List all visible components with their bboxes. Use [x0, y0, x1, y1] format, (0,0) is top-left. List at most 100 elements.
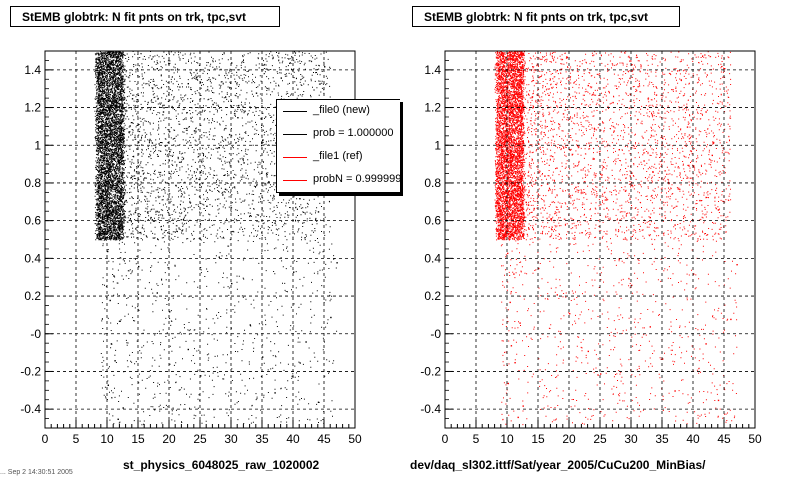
scatter-point — [156, 292, 158, 294]
legend-label: _file1 (ref) — [313, 150, 363, 162]
legend-swatch-red — [283, 180, 307, 181]
scatter-point — [224, 188, 227, 190]
y-tick-label: 1 — [34, 138, 41, 152]
scatter-point — [517, 416, 519, 419]
y-tick-label: 1.4 — [424, 63, 441, 77]
scatter-point — [507, 382, 509, 385]
legend-swatch-red — [283, 157, 307, 158]
scatter-point — [114, 360, 116, 362]
scatter-point — [724, 68, 726, 70]
scatter-point — [231, 282, 233, 285]
scatter-point — [113, 154, 115, 157]
scatter-point — [113, 275, 115, 277]
scatter-point — [655, 94, 658, 96]
right-scatter-plot: 0 5 10 15 20 25 30 35 40 45 50 -0.4 -0.2 -0 0.2 0.4 0.6 0… — [420, 50, 762, 446]
scatter-point — [187, 83, 189, 85]
x-tick-label: 0 — [42, 432, 49, 446]
legend-label: probN = 0.999999 — [313, 173, 400, 185]
x-tick-label: 5 — [473, 432, 480, 446]
scatter-point — [262, 139, 264, 141]
x-tick-label: 40 — [286, 432, 300, 446]
legend-entry-file0: _file0 (new) — [277, 102, 400, 120]
scatter-point — [513, 273, 515, 275]
scatter-point — [510, 345, 513, 347]
scatter-point — [519, 322, 521, 324]
scatter-point — [730, 318, 732, 321]
x-tick-label: 0 — [442, 432, 449, 446]
legend-swatch-black — [283, 134, 307, 135]
scatter-point — [674, 390, 676, 392]
y-tick-label: 0.4 — [24, 251, 41, 265]
scatter-point — [508, 169, 510, 172]
scatter-density-cloud — [94, 51, 338, 426]
scatter-point — [119, 122, 121, 124]
x-tick-label: 25 — [593, 432, 607, 446]
scatter-point — [125, 199, 127, 202]
scatter-point — [162, 111, 165, 113]
scatter-point — [200, 171, 202, 173]
scatter-point — [187, 348, 189, 351]
scatter-point — [109, 299, 111, 302]
scatter-point — [144, 177, 146, 179]
x-tick-label: 20 — [162, 432, 176, 446]
y-tick-label: 1 — [434, 138, 441, 152]
scatter-point — [138, 265, 140, 268]
y-tick-label: 1.4 — [24, 63, 41, 77]
scatter-point — [317, 211, 320, 213]
scatter-point — [237, 117, 239, 119]
x-tick-label: 5 — [73, 432, 80, 446]
scatter-point — [280, 77, 282, 79]
scatter-point — [503, 62, 506, 64]
scatter-point — [104, 194, 106, 196]
scatter-point — [668, 182, 670, 185]
right-plot-title: StEMB globtrk: N fit pnts on trk, tpc,sv… — [412, 6, 680, 27]
scatter-point — [693, 166, 695, 168]
scatter-point — [169, 150, 171, 153]
scatter-point — [693, 273, 695, 275]
scatter-point — [103, 60, 106, 62]
scatter-point — [293, 271, 295, 273]
scatter-point — [600, 373, 602, 375]
scatter-point — [512, 211, 514, 213]
legend-label: _file0 (new) — [313, 104, 370, 116]
y-tick-label: -0.2 — [420, 364, 441, 378]
scatter-point — [110, 105, 112, 108]
x-tick-label: 35 — [655, 432, 669, 446]
x-tick-label: 45 — [317, 432, 331, 446]
scatter-point — [538, 143, 540, 145]
scatter-point — [299, 198, 301, 200]
scatter-point — [107, 250, 109, 253]
scatter-point — [206, 205, 208, 207]
scatter-point — [531, 96, 534, 98]
scatter-point — [105, 135, 108, 138]
scatter-point — [705, 343, 707, 345]
scatter-point — [243, 162, 245, 164]
left-scatter-plot: 0 5 10 15 20 25 30 35 40 45 50 -0.4 -0.2 -0 0.2 0.4 0.6 0… — [20, 50, 362, 446]
legend-label: prob = 1.000000 — [313, 127, 394, 139]
scatter-point — [711, 154, 713, 157]
scatter-point — [538, 267, 540, 270]
scatter-point — [324, 66, 326, 68]
scatter-point — [516, 75, 518, 77]
scatter-point — [522, 158, 524, 160]
scatter-point — [674, 224, 676, 226]
scatter-point — [606, 207, 608, 209]
scatter-point — [112, 209, 114, 211]
y-tick-label: -0 — [430, 327, 441, 341]
scatter-point — [662, 137, 664, 140]
scatter-point — [507, 252, 509, 255]
scatter-point — [519, 124, 521, 126]
scatter-point — [509, 301, 511, 304]
scatter-point — [507, 86, 509, 89]
x-tick-label: 25 — [193, 432, 207, 446]
y-tick-label: 0.6 — [424, 214, 441, 228]
scatter-point — [544, 175, 546, 177]
y-tick-label: 0.2 — [24, 289, 41, 303]
y-tick-label: 0.4 — [424, 251, 441, 265]
scatter-point — [518, 226, 520, 228]
scatter-point — [612, 101, 614, 104]
scatter-point — [504, 192, 506, 194]
scatter-point — [662, 358, 664, 360]
scatter-point — [249, 324, 251, 326]
x-tick-label: 30 — [624, 432, 638, 446]
